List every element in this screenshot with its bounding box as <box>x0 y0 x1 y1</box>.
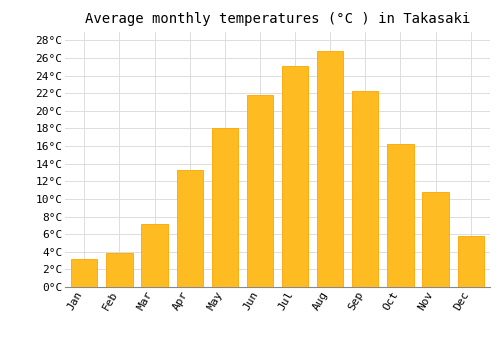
Bar <box>247 95 273 287</box>
Bar <box>422 192 448 287</box>
Bar <box>71 259 98 287</box>
Bar <box>142 224 168 287</box>
Bar <box>352 91 378 287</box>
Bar <box>282 66 308 287</box>
Bar <box>388 144 413 287</box>
Bar <box>317 51 344 287</box>
Bar <box>106 253 132 287</box>
Bar <box>458 236 484 287</box>
Title: Average monthly temperatures (°C ) in Takasaki: Average monthly temperatures (°C ) in Ta… <box>85 12 470 26</box>
Bar <box>176 170 203 287</box>
Bar <box>212 128 238 287</box>
